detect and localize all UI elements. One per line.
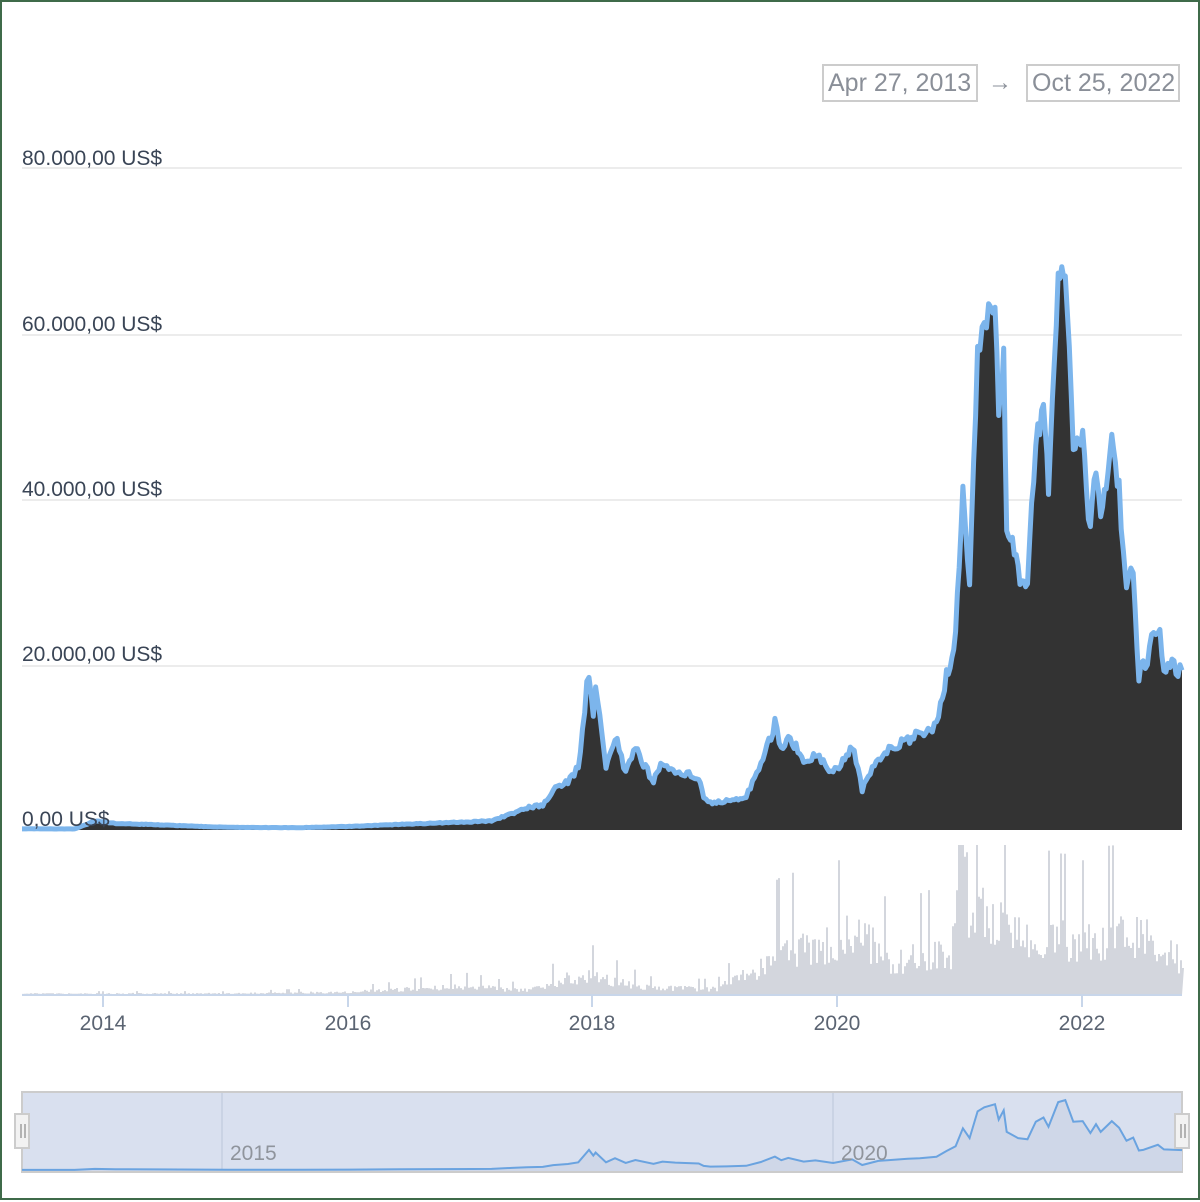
y-tick-60000: 60.000,00 US$ [22,313,163,336]
range-start-input[interactable]: Apr 27, 2013 [822,64,978,102]
x-tick-2020: 2020 [813,1012,861,1035]
x-tick-2014: 2014 [79,1012,127,1035]
volume-series[interactable] [22,845,1184,995]
y-tick-80000: 80.000,00 US$ [22,147,163,170]
x-tick-2016: 2016 [324,1012,372,1035]
price-series[interactable] [21,264,1185,832]
range-end-input[interactable]: Oct 25, 2022 [1026,64,1180,102]
navigator-left-handle[interactable] [14,1113,30,1149]
navigator-line [22,1098,1183,1171]
y-tick-0: 0,00 US$ [22,808,110,831]
volume-area [22,845,1184,995]
y-tick-40000: 40.000,00 US$ [22,478,163,501]
navigator-label-2015: 2015 [230,1142,277,1165]
price-line [21,264,1185,832]
x-axis [22,994,1182,1007]
navigator-right-handle[interactable] [1174,1113,1190,1149]
x-tick-2022: 2022 [1058,1012,1106,1035]
x-tick-2018: 2018 [568,1012,616,1035]
range-arrow: → [988,69,1012,96]
navigator-label-2020: 2020 [841,1142,888,1165]
navigator[interactable] [21,1091,1183,1173]
y-tick-20000: 20.000,00 US$ [22,643,163,666]
